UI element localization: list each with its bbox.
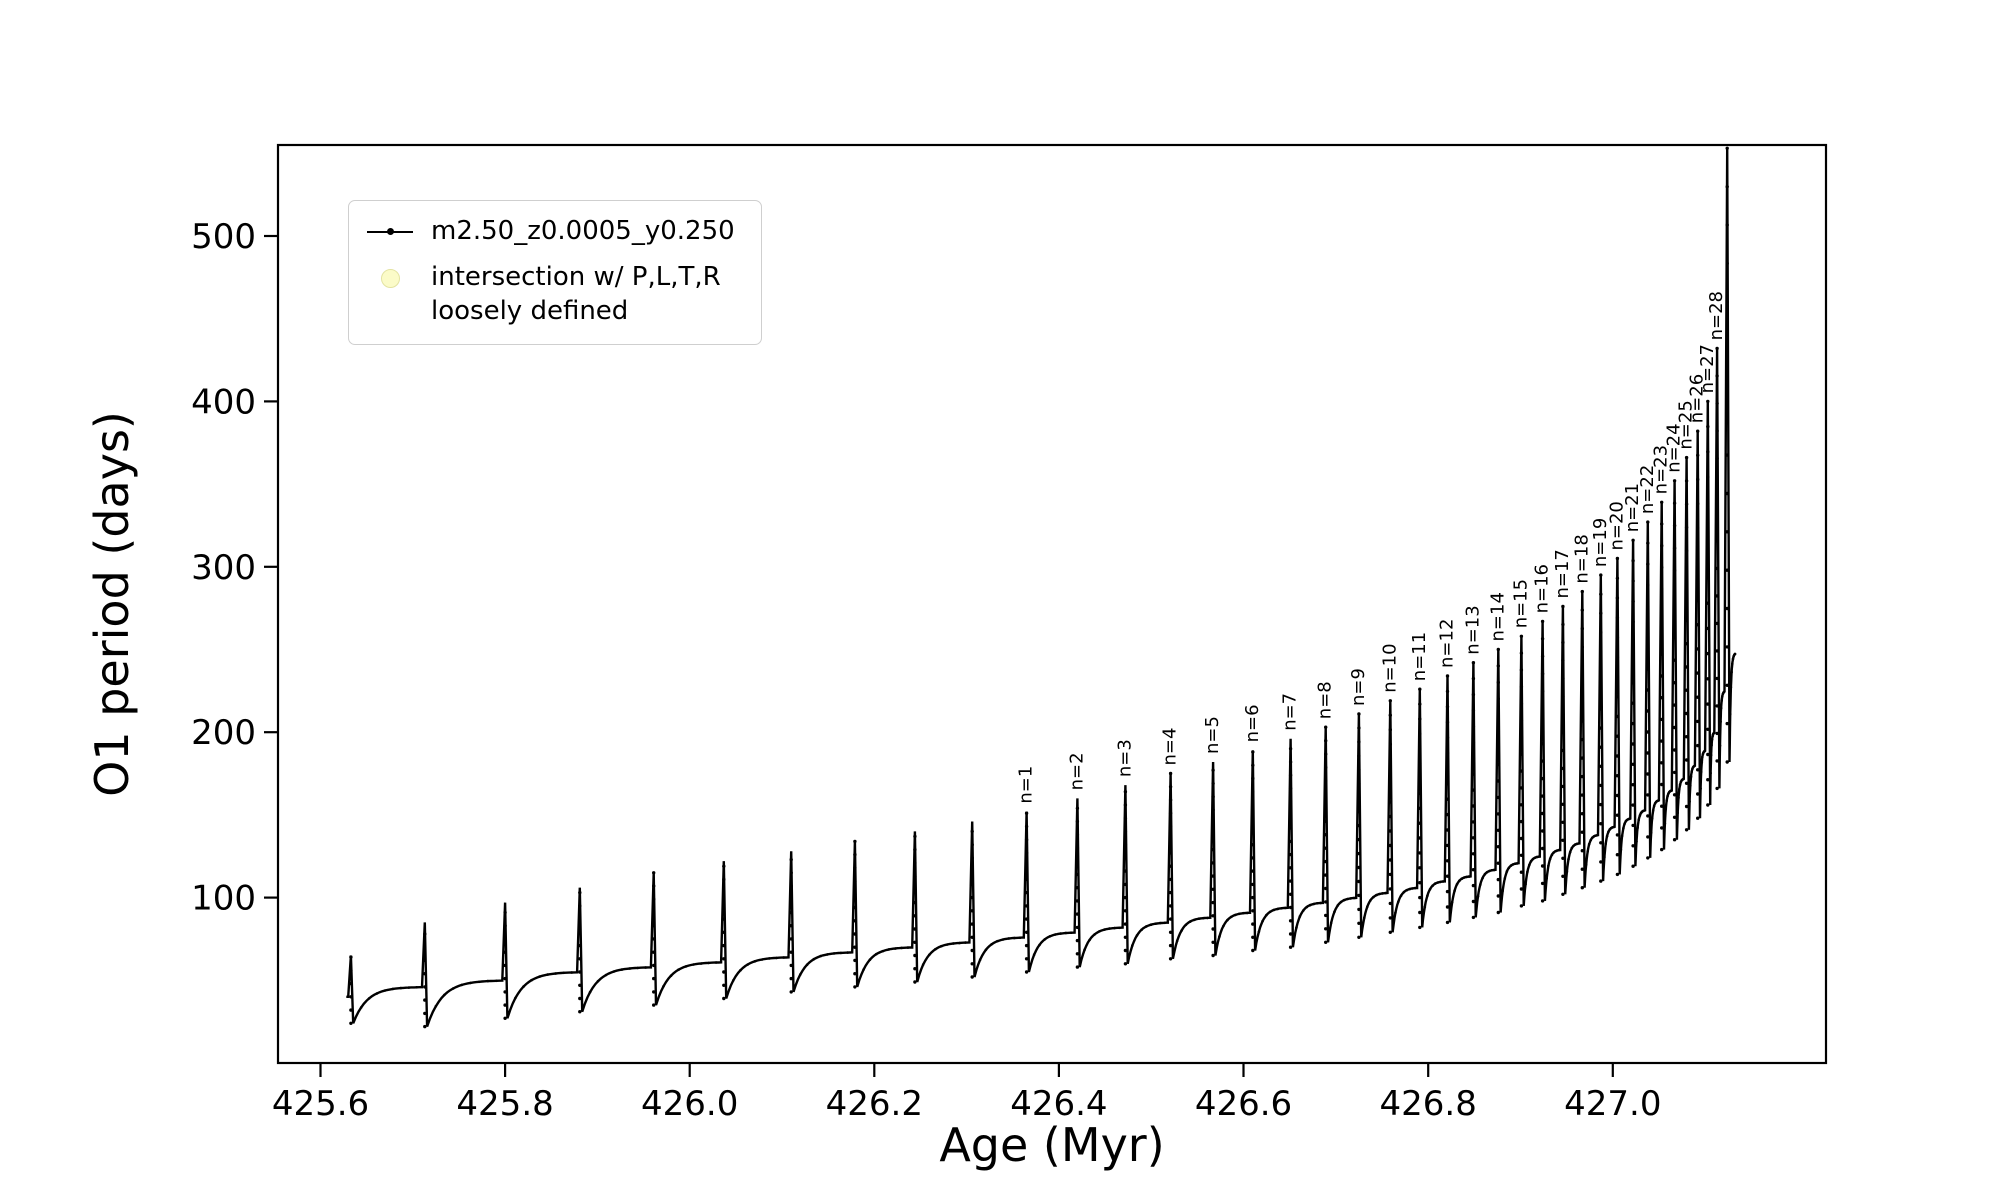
- spike-label: n=1: [1016, 766, 1037, 804]
- x-tick-label: 425.8: [456, 1084, 553, 1124]
- y-axis-label: O1 period (days): [85, 411, 139, 797]
- spike-label: n=27: [1697, 344, 1718, 393]
- legend-intersection-label: intersection w/ P,L,T,R loosely defined: [431, 261, 721, 329]
- x-tick-label: 425.6: [272, 1084, 369, 1124]
- spike-label: n=13: [1462, 605, 1483, 654]
- axes-spines: [276, 143, 1828, 1065]
- spike-label: n=3: [1114, 739, 1135, 777]
- y-tick-label: 400: [191, 382, 256, 422]
- x-tick-label: 426.8: [1380, 1084, 1477, 1124]
- spike-label: n=24: [1664, 423, 1685, 472]
- x-tick-label: 426.0: [641, 1084, 738, 1124]
- spike-label: n=10: [1379, 643, 1400, 692]
- legend-entry-intersection: intersection w/ P,L,T,R loosely defined: [365, 261, 735, 329]
- y-tick-label: 500: [191, 217, 256, 257]
- spike-label: n=17: [1552, 549, 1573, 598]
- spike-label: n=8: [1315, 681, 1336, 719]
- spike-label: n=7: [1280, 693, 1301, 731]
- legend-intersection-line2: loosely defined: [431, 295, 629, 326]
- y-tick-label: 100: [191, 879, 256, 919]
- legend-entry-series: m2.50_z0.0005_y0.250: [365, 215, 735, 249]
- spike-label: n=4: [1160, 728, 1181, 766]
- intersection-circle-marker-icon: [365, 268, 415, 288]
- spike-label: n=21: [1622, 483, 1643, 532]
- x-tick-label: 427.0: [1564, 1084, 1661, 1124]
- spike-label: n=19: [1590, 518, 1611, 567]
- spike-label: n=2: [1066, 752, 1087, 790]
- spike-label: n=20: [1606, 501, 1627, 550]
- line-dot-marker-icon: [365, 228, 415, 236]
- spike-label: n=26: [1687, 374, 1708, 423]
- legend-series-label: m2.50_z0.0005_y0.250: [431, 216, 735, 246]
- spike-label: n=15: [1510, 579, 1531, 628]
- legend-intersection-line1: intersection w/ P,L,T,R: [431, 261, 721, 292]
- y-tick-label: 300: [191, 548, 256, 588]
- spike-label: n=16: [1532, 564, 1553, 613]
- spike-label: n=11: [1409, 632, 1430, 681]
- x-tick-label: 426.4: [1010, 1084, 1107, 1124]
- x-axis-label: Age (Myr): [939, 1118, 1165, 1172]
- spike-label: n=9: [1348, 668, 1369, 706]
- spike-label: n=18: [1571, 534, 1592, 583]
- spike-label: n=14: [1487, 592, 1508, 641]
- spike-label: n=12: [1437, 619, 1458, 668]
- spike-label: n=22: [1637, 465, 1658, 514]
- spike-label: n=5: [1202, 716, 1223, 754]
- spike-label: n=25: [1676, 400, 1697, 449]
- legend: m2.50_z0.0005_y0.250 intersection w/ P,L…: [348, 200, 762, 346]
- y-tick-label: 200: [191, 713, 256, 753]
- spike-label: n=6: [1242, 704, 1263, 742]
- x-tick-label: 426.2: [826, 1084, 923, 1124]
- spike-label: n=28: [1706, 291, 1727, 340]
- spike-label: n=23: [1651, 445, 1672, 494]
- x-tick-label: 426.6: [1195, 1084, 1292, 1124]
